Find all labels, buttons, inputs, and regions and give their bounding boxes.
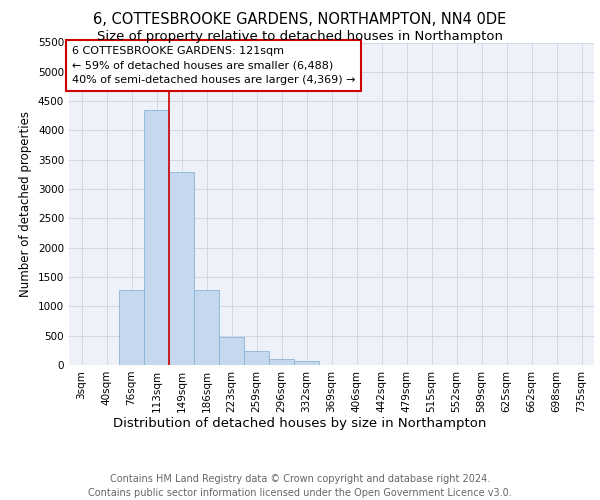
Bar: [194, 290, 219, 365]
Bar: [119, 290, 144, 365]
Text: 6 COTTESBROOKE GARDENS: 121sqm
← 59% of detached houses are smaller (6,488)
40% : 6 COTTESBROOKE GARDENS: 121sqm ← 59% of …: [71, 46, 355, 86]
Bar: [269, 358, 294, 365]
Bar: [219, 337, 244, 365]
Y-axis label: Number of detached properties: Number of detached properties: [19, 111, 32, 296]
Bar: [294, 362, 319, 365]
Text: Contains HM Land Registry data © Crown copyright and database right 2024.
Contai: Contains HM Land Registry data © Crown c…: [88, 474, 512, 498]
Bar: [169, 172, 194, 365]
Text: Distribution of detached houses by size in Northampton: Distribution of detached houses by size …: [113, 418, 487, 430]
Text: Size of property relative to detached houses in Northampton: Size of property relative to detached ho…: [97, 30, 503, 43]
Bar: [144, 110, 169, 365]
Text: 6, COTTESBROOKE GARDENS, NORTHAMPTON, NN4 0DE: 6, COTTESBROOKE GARDENS, NORTHAMPTON, NN…: [94, 12, 506, 28]
Bar: [244, 351, 269, 365]
